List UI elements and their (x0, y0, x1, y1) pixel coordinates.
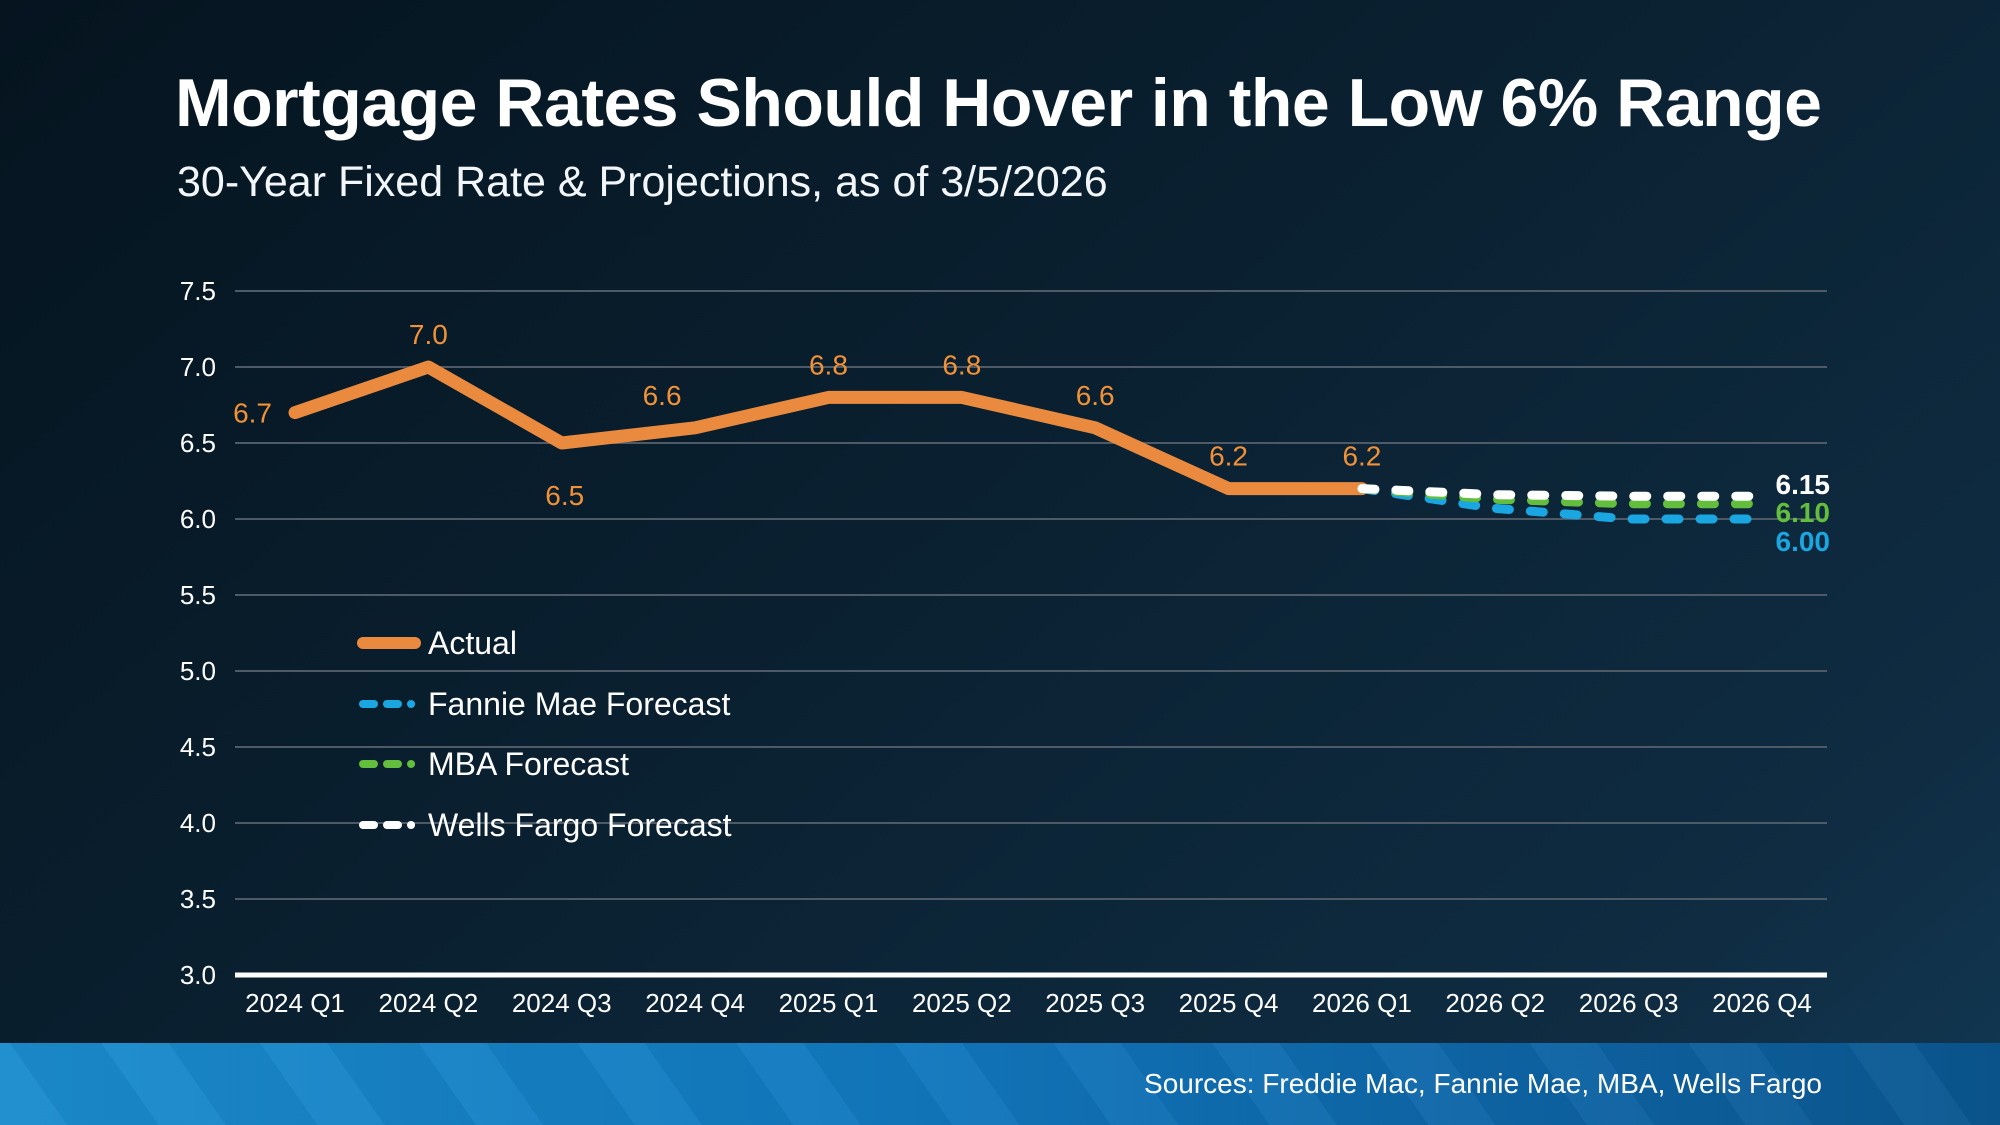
x-tick-label: 2024 Q2 (378, 988, 478, 1018)
end-label-mba-forecast: 6.10 (1776, 497, 1831, 528)
point-label: 6.5 (545, 480, 584, 511)
point-label: 6.2 (1342, 441, 1381, 472)
legend-swatch-fannie-mae-forecast (359, 700, 419, 708)
legend-label: Fannie Mae Forecast (428, 685, 731, 722)
series-fannie-mae-forecast (1357, 484, 1767, 524)
y-tick-label: 5.5 (180, 580, 216, 610)
x-tick-label: 2025 Q1 (779, 988, 879, 1018)
x-tick-label: 2026 Q3 (1579, 988, 1679, 1018)
series-wells-fargo-forecast (1357, 484, 1767, 501)
point-label: 6.8 (809, 349, 848, 380)
sources-text: Sources: Freddie Mac, Fannie Mae, MBA, W… (1144, 1068, 1822, 1099)
gridlines (235, 290, 1827, 978)
point-label: 7.0 (409, 319, 448, 350)
point-label: 6.6 (643, 380, 682, 411)
page-subtitle: 30-Year Fixed Rate & Projections, as of … (177, 158, 1108, 206)
legend-label: MBA Forecast (428, 745, 629, 782)
legend-label: Actual (428, 624, 517, 661)
x-tick-label: 2025 Q4 (1179, 988, 1279, 1018)
legend-swatch-mba-forecast (359, 760, 419, 768)
y-tick-label: 3.0 (180, 960, 216, 990)
y-tick-label: 7.0 (180, 352, 216, 382)
point-label: 6.8 (942, 349, 981, 380)
data-labels-actual: 6.7 7.0 6.5 6.6 6.8 6.8 6.6 6.2 6.2 (233, 319, 1381, 511)
series-actual (288, 360, 1369, 496)
y-tick-label: 4.5 (180, 732, 216, 762)
point-label: 6.7 (233, 398, 272, 429)
legend-swatch-actual (357, 637, 421, 649)
x-tick-label: 2026 Q2 (1445, 988, 1545, 1018)
footer-bar: Sources: Freddie Mac, Fannie Mae, MBA, W… (0, 1043, 2000, 1125)
legend-label: Wells Fargo Forecast (428, 806, 732, 843)
x-tick-label: 2024 Q4 (645, 988, 745, 1018)
y-tick-label: 6.5 (180, 428, 216, 458)
legend-item-wells-fargo-forecast: Wells Fargo Forecast (357, 806, 732, 844)
end-label-fannie-mae-forecast: 6.00 (1776, 526, 1831, 557)
y-tick-label: 7.5 (180, 276, 216, 306)
y-tick-label: 4.0 (180, 808, 216, 838)
x-tick-label: 2024 Q1 (245, 988, 345, 1018)
x-tick-label: 2026 Q1 (1312, 988, 1412, 1018)
point-label: 6.6 (1076, 380, 1115, 411)
x-tick-label: 2026 Q4 (1712, 988, 1812, 1018)
x-tick-label: 2025 Q2 (912, 988, 1012, 1018)
legend-item-actual: Actual (357, 624, 517, 662)
y-tick-label: 6.0 (180, 504, 216, 534)
point-label: 6.2 (1209, 441, 1248, 472)
y-tick-label: 3.5 (180, 884, 216, 914)
end-label-wells-fargo-forecast: 6.15 (1776, 469, 1831, 500)
legend-item-fannie-mae-forecast: Fannie Mae Forecast (357, 685, 730, 723)
y-axis-labels: 7.5 7.0 6.5 6.0 5.5 5.0 4.5 4.0 3.5 3.0 (180, 276, 216, 990)
legend-item-mba-forecast: MBA Forecast (357, 745, 629, 783)
page-title: Mortgage Rates Should Hover in the Low 6… (175, 65, 1822, 141)
y-tick-label: 5.0 (180, 656, 216, 686)
x-axis-labels: 2024 Q1 2024 Q2 2024 Q3 2024 Q4 2025 Q1 2025 … (245, 988, 1812, 1018)
x-tick-label: 2024 Q3 (512, 988, 612, 1018)
legend-swatch-wells-fargo-forecast (359, 821, 419, 829)
x-tick-label: 2025 Q3 (1045, 988, 1145, 1018)
